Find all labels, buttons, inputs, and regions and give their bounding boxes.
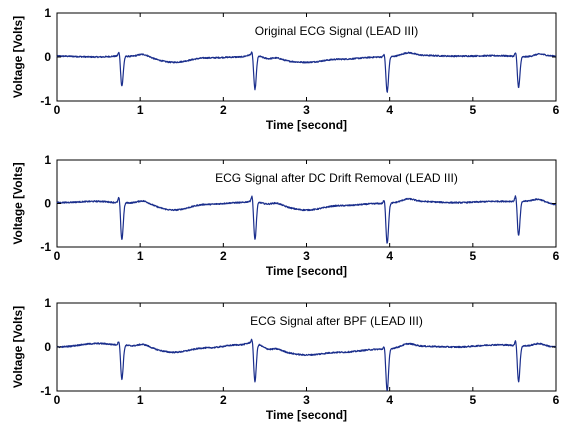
y-tick-label: 1 [44, 296, 51, 310]
x-tick-label: 6 [553, 393, 560, 407]
x-axis-label: Time [second] [266, 118, 347, 132]
x-tick-label: 4 [386, 393, 393, 407]
x-tick-label: 3 [303, 249, 310, 263]
y-axis-label: Voltage [Volts] [11, 306, 25, 388]
x-tick-label: 0 [54, 103, 61, 117]
ecg-signal-line [56, 338, 557, 391]
panel-title: ECG Signal after BPF (LEAD III) [250, 314, 423, 328]
x-tick-label: 5 [469, 103, 476, 117]
x-tick-label: 4 [386, 249, 393, 263]
x-tick-label: 6 [553, 103, 560, 117]
y-tick-label: -1 [40, 240, 51, 254]
x-tick-label: 0 [54, 393, 61, 407]
panel-title: Original ECG Signal (LEAD III) [255, 24, 418, 38]
plot-frame [56, 302, 557, 392]
x-tick-label: 3 [303, 393, 310, 407]
y-tick-label: 0 [44, 340, 51, 354]
x-tick-label: 2 [220, 393, 227, 407]
x-tick-label: 3 [303, 103, 310, 117]
y-tick-label: 0 [44, 50, 51, 64]
x-axis-label: Time [second] [266, 264, 347, 278]
panel-title: ECG Signal after DC Drift Removal (LEAD … [215, 171, 458, 185]
x-axis-label: Time [second] [266, 408, 347, 422]
x-tick-label: 2 [220, 249, 227, 263]
x-tick-label: 1 [137, 103, 144, 117]
x-tick-label: 1 [137, 249, 144, 263]
x-tick-label: 5 [469, 393, 476, 407]
ecg-signal-line [56, 51, 557, 93]
y-tick-label: -1 [40, 94, 51, 108]
x-tick-label: 2 [220, 103, 227, 117]
y-axis-label: Voltage [Volts] [11, 16, 25, 98]
y-tick-label: 0 [44, 197, 51, 211]
x-tick-label: 6 [553, 249, 560, 263]
x-tick-label: 1 [137, 393, 144, 407]
x-tick-label: 0 [54, 249, 61, 263]
y-axis-label: Voltage [Volts] [11, 162, 25, 244]
y-tick-label: 1 [44, 153, 51, 167]
x-tick-label: 4 [386, 103, 393, 117]
y-tick-label: -1 [40, 384, 51, 398]
y-tick-label: 1 [44, 6, 51, 20]
ecg-signal-line [56, 195, 557, 244]
x-tick-label: 5 [469, 249, 476, 263]
